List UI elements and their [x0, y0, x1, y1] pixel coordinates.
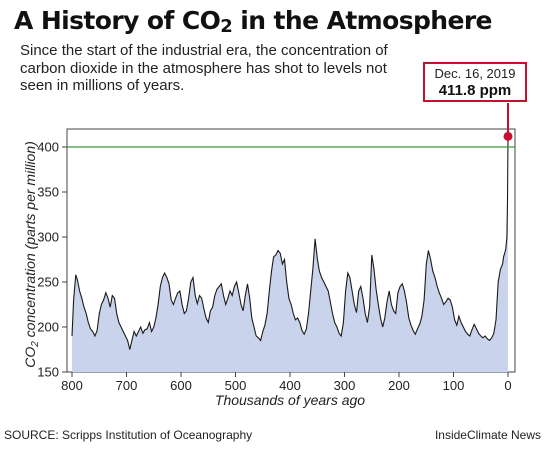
- y-axis-title-end: concentration (parts per million): [22, 141, 38, 341]
- latest-data-point: [503, 131, 513, 141]
- y-tick-label: 350: [37, 185, 59, 200]
- series-area: [72, 136, 508, 372]
- source-note: SOURCE: Scripps Institution of Oceanogra…: [4, 428, 253, 442]
- callout-date: Dec. 16, 2019: [434, 66, 516, 81]
- latest-value-callout: Dec. 16, 2019 411.8 ppm: [423, 62, 527, 102]
- x-tick-label: 700: [116, 378, 138, 393]
- x-tick-label: 200: [388, 378, 410, 393]
- y-axis-title: CO2 concentration (parts per million): [22, 141, 41, 368]
- series-line: [71, 136, 509, 350]
- y-axis-title-subscript: 2: [30, 341, 41, 348]
- title-end: in the Atmosphere: [232, 6, 492, 35]
- x-tick-label: 400: [279, 378, 301, 393]
- y-tick-label: 200: [37, 320, 59, 335]
- title-main: A History of CO: [14, 6, 221, 35]
- y-tick-label: 400: [37, 140, 59, 155]
- y-tick-label: 250: [37, 275, 59, 290]
- chart-subtitle: Since the start of the industrial era, t…: [20, 42, 388, 94]
- x-tick-label: 0: [504, 378, 511, 393]
- y-tick-label: 300: [37, 230, 59, 245]
- x-tick-label: 300: [334, 378, 356, 393]
- y-axis-title-main: CO: [22, 347, 38, 368]
- chart-title: A History of CO2 in the Atmosphere: [14, 6, 493, 37]
- y-tick-label: 150: [37, 365, 59, 380]
- x-tick-label: 600: [170, 378, 192, 393]
- x-tick-label: 500: [225, 378, 247, 393]
- title-subscript: 2: [220, 16, 233, 37]
- callout-value: 411.8 ppm: [438, 82, 512, 99]
- x-tick-label: 100: [443, 378, 465, 393]
- x-tick-label: 800: [61, 378, 83, 393]
- x-axis-title: Thousands of years ago: [215, 392, 365, 408]
- publisher-credit: InsideClimate News: [434, 428, 541, 442]
